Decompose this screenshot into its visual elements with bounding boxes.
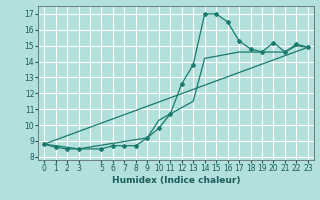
X-axis label: Humidex (Indice chaleur): Humidex (Indice chaleur) <box>112 176 240 185</box>
